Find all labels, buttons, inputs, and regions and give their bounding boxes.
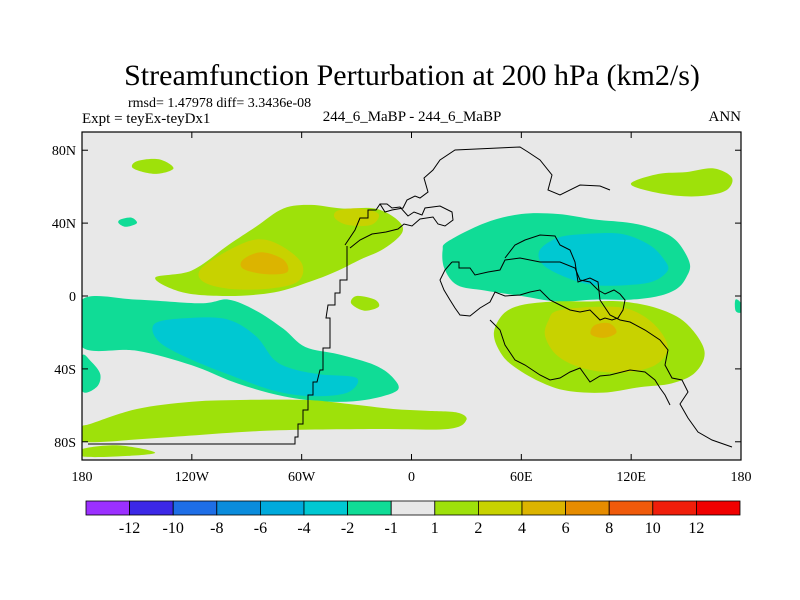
contour-region-9 <box>82 354 101 393</box>
x-axis: 180 120W 60W 0 60E 120E 180 <box>72 132 752 485</box>
colorbar-label-6: -1 <box>385 520 398 537</box>
y-tick-label-1: 40N <box>52 217 76 232</box>
colorbar-swatch-10 <box>521 500 566 516</box>
contour-region-11 <box>82 445 156 458</box>
x-tick-label-1: 120W <box>175 470 210 485</box>
y-tick-label-4: 80S <box>54 436 76 451</box>
colorbar-swatch-0 <box>85 500 130 516</box>
y-tick-label-2: 0 <box>69 290 76 305</box>
colorbar-swatch-5 <box>303 500 348 516</box>
colorbar-swatch-13 <box>652 500 697 516</box>
coastline-layer <box>88 146 733 448</box>
colorbar-label-2: -8 <box>210 520 223 537</box>
colorbar-label-8: 2 <box>474 520 482 537</box>
contour-region-13 <box>538 233 669 286</box>
x-tick-label-5: 120E <box>616 470 646 485</box>
colorbar-label-7: 1 <box>431 520 439 537</box>
left-label: Expt = teyEx-teyDx1 <box>82 111 210 127</box>
contour-region-0 <box>131 158 174 174</box>
colorbar-swatch-9 <box>477 500 523 516</box>
colorbar-swatch-8 <box>434 500 479 516</box>
chart-title: Streamfunction Perturbation at 200 hPa (… <box>124 59 700 92</box>
x-tick-label-3: 0 <box>408 470 415 485</box>
y-axis: 80N 40N 0 40S 80S <box>52 144 741 451</box>
colorbar-swatch-7 <box>390 500 436 516</box>
colorbar-swatch-14 <box>696 500 741 516</box>
right-label: ANN <box>709 109 742 125</box>
colorbar-swatch-11 <box>565 500 610 516</box>
colorbar-label-0: -12 <box>119 520 140 537</box>
colorbar-label-12: 10 <box>645 520 661 537</box>
colorbar-swatch-6 <box>347 500 392 516</box>
colorbar-label-4: -4 <box>297 520 310 537</box>
y-tick-label-3: 40S <box>54 363 76 378</box>
colorbar-label-1: -10 <box>163 520 184 537</box>
contour-layer <box>82 158 741 458</box>
coastline-greenland <box>379 146 611 213</box>
contour-region-17 <box>630 168 733 197</box>
colorbar-label-3: -6 <box>254 520 267 537</box>
coastline-asia <box>504 234 733 448</box>
coastline-africa-arabia <box>439 257 626 321</box>
x-tick-label-2: 60W <box>288 470 316 485</box>
contour-region-6 <box>350 295 380 311</box>
y-tick-label-0: 80N <box>52 144 76 159</box>
contour-region-10 <box>82 399 467 443</box>
colorbar-swatch-4 <box>259 500 305 516</box>
contour-region-15 <box>544 306 668 373</box>
colorbar-swatch-12 <box>608 500 654 516</box>
contour-region-8 <box>152 317 359 397</box>
contour-region-18 <box>734 299 741 313</box>
x-tick-label-4: 60E <box>510 470 533 485</box>
contour-region-5 <box>118 217 138 227</box>
contour-region-3 <box>240 252 289 275</box>
coastline-south-america <box>489 319 671 406</box>
stats-text: rmsd= 1.47978 diff= 3.3436e-08 <box>128 96 311 111</box>
colorbar-label-9: 4 <box>518 520 526 537</box>
center-label: 244_6_MaBP - 244_6_MaBP <box>323 109 502 125</box>
map-panel <box>81 131 742 461</box>
contour-region-16 <box>590 322 617 338</box>
x-tick-label-0: 180 <box>72 470 93 485</box>
colorbar-swatch-3 <box>216 500 261 516</box>
colorbar-label-10: 6 <box>562 520 570 537</box>
colorbar: -12 -10 -8 -6 -4 -2 -1 1 2 4 6 8 10 12 <box>85 500 741 537</box>
coastline-europe-north <box>344 203 454 249</box>
colorbar-swatch-1 <box>129 500 174 516</box>
coastline-north-america <box>88 246 348 445</box>
colorbar-label-13: 12 <box>688 520 704 537</box>
colorbar-swatch-2 <box>172 500 218 516</box>
x-tick-label-6: 180 <box>731 470 752 485</box>
colorbar-label-5: -2 <box>341 520 354 537</box>
colorbar-label-11: 8 <box>605 520 613 537</box>
